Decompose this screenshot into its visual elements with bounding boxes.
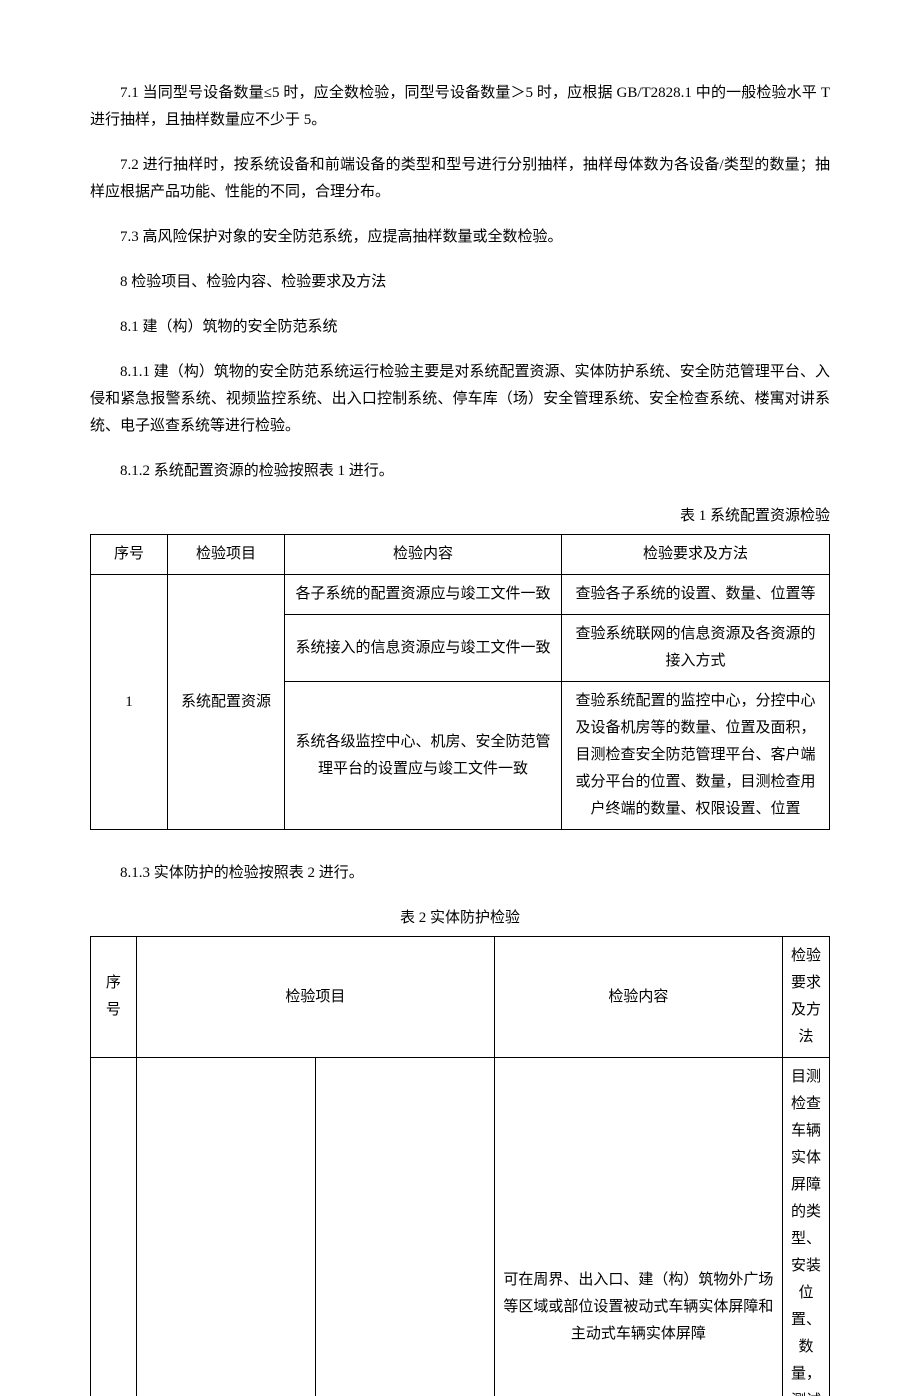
table-2-caption: 表 2 实体防护检验 (90, 905, 830, 932)
paragraph-7-3: 7.3 高风险保护对象的安全防范系统，应提高抽样数量或全数检验。 (90, 224, 830, 251)
table-1-header-item: 检验项目 (168, 535, 285, 575)
table-2-header-seq: 序号 (91, 937, 137, 1058)
table-2-content-1: 可在周界、出入口、建（构）筑物外广场等区域或部位设置被动式车辆实体屏障和主动式车… (494, 1058, 782, 1396)
table-1-header-row: 序号 检验项目 检验内容 检验要求及方法 (91, 535, 830, 575)
table-2-item-outer: 界体防护周实 (136, 1058, 315, 1396)
table-1-item-1: 系统配置资源 (168, 575, 285, 830)
table-2-header-row: 序号 检验项目 检验内容 检验要求及方法 (91, 937, 830, 1058)
paragraph-8-1: 8.1 建（构）筑物的安全防范系统 (90, 314, 830, 341)
table-1-content-2: 系统接入的信息资源应与竣工文件一致 (285, 615, 562, 682)
table-1-header-content: 检验内容 (285, 535, 562, 575)
table-1-content-1: 各子系统的配置资源应与竣工文件一致 (285, 575, 562, 615)
table-1-method-1: 查验各子系统的设置、数量、位置等 (562, 575, 830, 615)
table-2-method-1: 目测检查车辆实体屏障的类型、安装位置、数量，测试车辆实体屏障运行状态 (783, 1058, 830, 1396)
table-1-method-2: 查验系统联网的信息资源及各资源的接入方式 (562, 615, 830, 682)
paragraph-8-1-3: 8.1.3 实体防护的检验按照表 2 进行。 (90, 860, 830, 887)
table-1-caption: 表 1 系统配置资源检验 (90, 503, 830, 530)
table-row: 1 系统配置资源 各子系统的配置资源应与竣工文件一致 查验各子系统的设置、数量、… (91, 575, 830, 615)
paragraph-8: 8 检验项目、检验内容、检验要求及方法 (90, 269, 830, 296)
table-row: 1 界体防护周实 实辆屏体障车 可在周界、出入口、建（构）筑物外广场等区域或部位… (91, 1058, 830, 1396)
table-2-header-item: 检验项目 (136, 937, 494, 1058)
table-2: 序号 检验项目 检验内容 检验要求及方法 1 界体防护周实 实辆屏体障车 可在周… (90, 936, 830, 1396)
paragraph-7-2: 7.2 进行抽样时，按系统设备和前端设备的类型和型号进行分别抽样，抽样母体数为各… (90, 152, 830, 206)
table-2-header-method: 检验要求及方法 (783, 937, 830, 1058)
table-2-header-content: 检验内容 (494, 937, 782, 1058)
table-1-seq-1: 1 (91, 575, 168, 830)
table-1-header-method: 检验要求及方法 (562, 535, 830, 575)
table-2-seq-1: 1 (91, 1058, 137, 1396)
table-1-method-3: 查验系统配置的监控中心，分控中心及设备机房等的数量、位置及面积，目测检查安全防范… (562, 682, 830, 830)
paragraph-8-1-1: 8.1.1 建（构）筑物的安全防范系统运行检验主要是对系统配置资源、实体防护系统… (90, 359, 830, 440)
paragraph-8-1-2: 8.1.2 系统配置资源的检验按照表 1 进行。 (90, 458, 830, 485)
table-2-item-inner: 实辆屏体障车 (315, 1058, 494, 1396)
table-1-content-3: 系统各级监控中心、机房、安全防范管理平台的设置应与竣工文件一致 (285, 682, 562, 830)
paragraph-7-1: 7.1 当同型号设备数量≤5 时，应全数检验，同型号设备数量＞5 时，应根据 G… (90, 80, 830, 134)
table-1-header-seq: 序号 (91, 535, 168, 575)
table-1: 序号 检验项目 检验内容 检验要求及方法 1 系统配置资源 各子系统的配置资源应… (90, 534, 830, 830)
